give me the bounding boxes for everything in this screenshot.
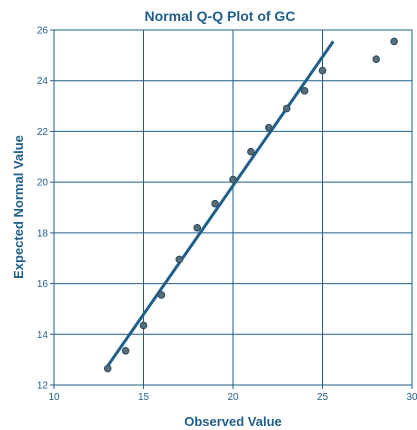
x-tick-label: 15 xyxy=(138,392,150,403)
grid-layer xyxy=(54,30,412,385)
y-tick-label: 12 xyxy=(37,381,49,392)
x-axis-label: Observed Value xyxy=(184,414,282,429)
data-point xyxy=(103,364,112,373)
data-point xyxy=(139,321,148,330)
data-point xyxy=(229,175,237,184)
data-point xyxy=(175,255,184,264)
points-layer xyxy=(103,37,398,373)
data-point xyxy=(282,104,291,113)
x-tick-label: 20 xyxy=(227,392,239,403)
x-tick-label: 30 xyxy=(406,392,417,403)
y-tick-label: 16 xyxy=(37,279,49,290)
data-point xyxy=(157,291,166,299)
x-tick-label: 10 xyxy=(48,392,60,403)
data-point xyxy=(121,346,130,355)
data-point xyxy=(211,199,219,208)
data-point xyxy=(300,87,309,95)
y-tick-label: 26 xyxy=(37,26,49,37)
y-tick-label: 20 xyxy=(37,178,49,189)
y-tick-label: 22 xyxy=(37,127,49,138)
ticks-layer: 10 15 20 25 30 12 14 16 18 20 22 24 26 xyxy=(37,26,417,404)
y-tick-label: 14 xyxy=(37,330,49,341)
x-tick-label: 25 xyxy=(317,392,329,403)
y-tick-label: 24 xyxy=(37,76,49,87)
data-point xyxy=(247,147,255,156)
y-tick-label: 18 xyxy=(37,228,49,239)
data-point xyxy=(318,66,327,75)
y-axis-label: Expected Normal Value xyxy=(11,135,26,279)
data-point xyxy=(193,223,201,232)
data-point xyxy=(372,55,381,63)
chart-title: Normal Q-Q Plot of GC xyxy=(145,8,296,24)
data-point xyxy=(390,37,398,46)
data-point xyxy=(265,123,273,132)
reference-line xyxy=(104,40,335,370)
